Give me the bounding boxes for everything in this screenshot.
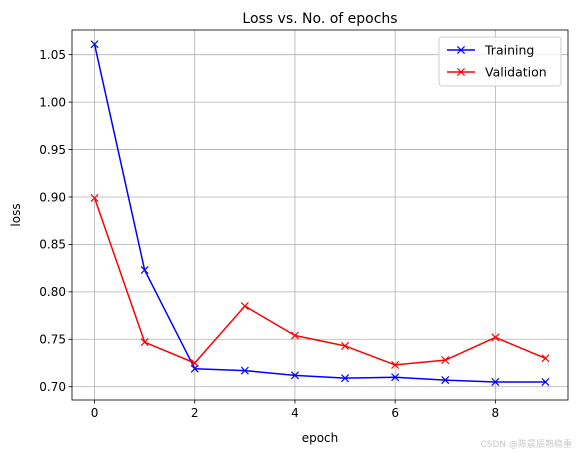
validation-point: [90, 193, 99, 202]
validation-point: [391, 360, 400, 369]
x-tick-label: 2: [191, 406, 199, 420]
training-point-stroke-b: [190, 364, 199, 373]
validation-point-stroke-b: [441, 356, 450, 365]
grid: [72, 30, 568, 400]
training-point: [90, 40, 99, 49]
validation-point: [240, 302, 249, 311]
x-tick-label: 8: [492, 406, 500, 420]
validation-point-stroke-b: [541, 354, 550, 363]
training-point: [190, 364, 199, 373]
validation-point-stroke-b: [341, 341, 350, 350]
legend-marker-training-x-stroke-b: [456, 45, 466, 55]
y-axis-label: loss: [9, 203, 23, 226]
chart-title: Loss vs. No. of epochs: [242, 11, 397, 27]
legend-marker-training-x: [456, 45, 466, 55]
x-axis-label: epoch: [302, 431, 339, 445]
validation-point: [290, 331, 299, 340]
series-training: [90, 40, 550, 386]
validation-point: [541, 354, 550, 363]
ticks: 0 2 4 6 8 0.70 0.75 0.80 0.85 0.90 0.95 1.00 1.05: [39, 48, 499, 420]
validation-point-stroke-b: [90, 193, 99, 202]
validation-point: [140, 338, 149, 347]
validation-point-stroke-b: [140, 338, 149, 347]
legend: Training Validation: [438, 36, 562, 87]
y-tick-label: 0.75: [39, 333, 66, 347]
training-point: [541, 377, 550, 386]
training-point-stroke-b: [240, 366, 249, 375]
validation-line: [93, 197, 546, 366]
y-tick-label: 0.85: [39, 238, 66, 252]
training-point: [341, 374, 350, 383]
validation-point-stroke-b: [290, 331, 299, 340]
validation-point-stroke-b: [391, 360, 400, 369]
validation-point: [491, 333, 500, 342]
legend-marker-validation: [456, 67, 466, 77]
x-tick-label: 6: [391, 406, 399, 420]
legend-marker-validation-x-stroke-b: [456, 67, 466, 77]
y-tick-label: 0.80: [39, 285, 66, 299]
legend-marker-validation-x: [456, 67, 466, 77]
training-point-stroke-b: [290, 371, 299, 380]
training-point-stroke-b: [541, 377, 550, 386]
x-tick-label: 4: [291, 406, 299, 420]
legend-label-training: Training: [484, 43, 534, 58]
validation-point-stroke-b: [190, 358, 199, 368]
x-tick-label: 0: [91, 406, 99, 420]
training-point: [140, 266, 149, 275]
training-point-stroke-b: [140, 266, 149, 275]
y-tick-label: 0.95: [39, 143, 66, 157]
legend-marker-training: [456, 45, 466, 55]
validation-point: [341, 341, 350, 350]
validation-point-stroke-b: [491, 333, 500, 342]
series-validation: [90, 193, 550, 369]
validation-point: [190, 358, 199, 368]
plot-frame: [71, 29, 569, 401]
y-tick-label: 1.05: [39, 48, 66, 62]
training-point-stroke-b: [341, 374, 350, 383]
y-tick-label: 0.90: [39, 190, 66, 204]
training-point: [391, 373, 400, 382]
training-point-stroke-b: [441, 376, 450, 385]
series-layer: [90, 40, 550, 386]
legend-label-validation: Validation: [485, 65, 547, 80]
y-tick-label: 0.70: [39, 380, 66, 394]
training-point: [240, 366, 249, 375]
training-line: [93, 44, 546, 383]
training-point: [491, 377, 500, 386]
training-point: [290, 371, 299, 380]
validation-point-stroke-b: [240, 302, 249, 311]
watermark: CSDN @陈晨辰熟稳重: [480, 438, 572, 450]
training-point-stroke-b: [391, 373, 400, 382]
training-point-stroke-b: [491, 377, 500, 386]
y-tick-label: 1.00: [39, 95, 66, 109]
training-point: [441, 376, 450, 385]
training-point-stroke-b: [90, 40, 99, 49]
validation-point: [441, 356, 450, 365]
